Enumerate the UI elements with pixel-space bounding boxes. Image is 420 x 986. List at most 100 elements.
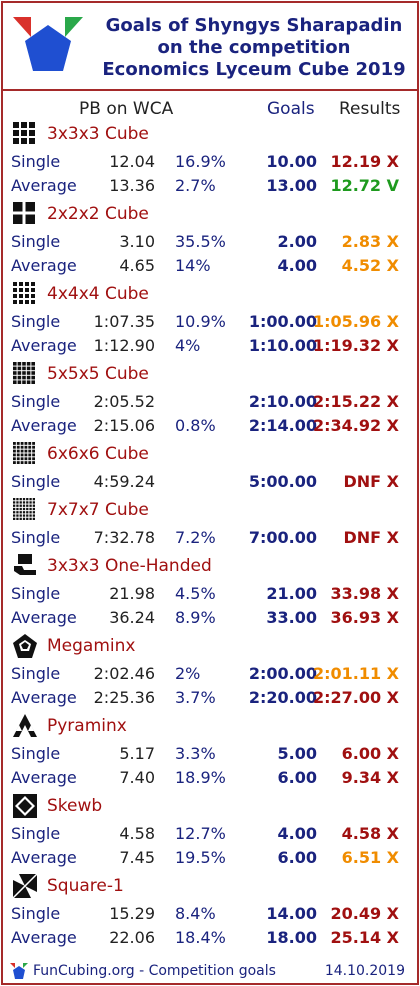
column-header-pb: PB on WCA [79,99,174,119]
pyraminx-icon [12,713,38,739]
result-value: DNF X [343,472,399,491]
result-row: Average 36.24 8.9% 33.00 36.93 X [3,606,417,630]
result-value: 33.98 X [330,584,399,603]
header: Goals of Shyngys Sharapadin on the compe… [3,3,417,91]
goal-value: 21.00 [266,584,317,603]
funcubing-small-logo-icon [10,963,28,979]
improvement-percent: 0.8% [175,416,216,435]
result-value: 12.19 X [330,152,399,171]
row-label: Average [11,768,77,787]
personal-best: 1:12.90 [93,336,155,355]
improvement-percent: 2% [175,664,201,683]
event-name: Pyraminx [47,716,127,736]
improvement-percent: 35.5% [175,232,226,251]
result-value: 4.52 X [341,256,399,275]
improvement-percent: 7.2% [175,528,216,547]
personal-best: 7.40 [119,768,155,787]
personal-best: 1:07.35 [93,312,155,331]
event-header: Skewb [3,793,417,819]
personal-best: 7.45 [119,848,155,867]
result-row: Average 1:12.90 4% 1:10.00 1:19.32 X [3,334,417,358]
row-label: Single [11,392,61,411]
result-value: 2:15.22 X [312,392,399,411]
improvement-percent: 19.5% [175,848,226,867]
row-label: Average [11,688,77,707]
goal-value: 7:00.00 [248,528,317,547]
result-value: DNF X [343,528,399,547]
title-line-1: Goals of Shyngys Sharapadin [105,15,403,36]
result-row: Average 2:15.06 0.8% 2:14.00 2:34.92 X [3,414,417,438]
improvement-percent: 3.3% [175,744,216,763]
result-value: 25.14 X [330,928,399,947]
event-name: 5x5x5 Cube [47,364,149,384]
event-header: 3x3x3 Cube [3,121,417,147]
result-value: 9.34 X [341,768,399,787]
result-row: Average 4.65 14% 4.00 4.52 X [3,254,417,278]
event-header: 6x6x6 Cube [3,441,417,467]
event-name: Megaminx [47,636,136,656]
result-row: Single 5.17 3.3% 5.00 6.00 X [3,742,417,766]
funcubing-logo-icon [13,17,83,71]
event-name: Square-1 [47,876,124,896]
skewb-icon [12,793,38,819]
improvement-percent: 16.9% [175,152,226,171]
row-label: Average [11,256,77,275]
goal-value: 13.00 [266,176,317,195]
event-name: 4x4x4 Cube [47,284,149,304]
page-title: Goals of Shyngys Sharapadin on the compe… [91,15,417,81]
result-row: Average 7.45 19.5% 6.00 6.51 X [3,846,417,870]
event-header: Megaminx [3,633,417,659]
personal-best: 2:15.06 [93,416,155,435]
personal-best: 5.17 [119,744,155,763]
personal-best: 2:02.46 [93,664,155,683]
goal-value: 2:20.00 [248,688,317,707]
event-name: 2x2x2 Cube [47,204,149,224]
event-header: 7x7x7 Cube [3,497,417,523]
personal-best: 15.29 [109,904,155,923]
row-label: Single [11,904,61,923]
cube-4x4-icon [12,281,38,307]
cube-7x7-icon [12,497,38,523]
personal-best: 7:32.78 [93,528,155,547]
personal-best: 4.58 [119,824,155,843]
row-label: Average [11,848,77,867]
event-header: 2x2x2 Cube [3,201,417,227]
goal-value: 1:00.00 [248,312,317,331]
personal-best: 4.65 [119,256,155,275]
result-row: Single 15.29 8.4% 14.00 20.49 X [3,902,417,926]
result-row: Single 1:07.35 10.9% 1:00.00 1:05.96 X [3,310,417,334]
row-label: Single [11,584,61,603]
goal-value: 5:00.00 [248,472,317,491]
row-label: Average [11,336,77,355]
goal-value: 6.00 [277,848,317,867]
result-value: 2:01.11 X [312,664,399,683]
row-label: Average [11,608,77,627]
event-header: 4x4x4 Cube [3,281,417,307]
row-label: Average [11,176,77,195]
cube-3x3-icon [12,121,38,147]
goal-value: 2:00.00 [248,664,317,683]
goal-value: 33.00 [266,608,317,627]
improvement-percent: 18.4% [175,928,226,947]
goal-value: 5.00 [277,744,317,763]
result-row: Single 7:32.78 7.2% 7:00.00 DNF X [3,526,417,550]
improvement-percent: 8.9% [175,608,216,627]
result-row: Single 2:02.46 2% 2:00.00 2:01.11 X [3,662,417,686]
result-value: 4.58 X [341,824,399,843]
personal-best: 22.06 [109,928,155,947]
row-label: Single [11,472,61,491]
event-name: 6x6x6 Cube [47,444,149,464]
improvement-percent: 14% [175,256,211,275]
result-value: 20.49 X [330,904,399,923]
goal-value: 2:10.00 [248,392,317,411]
improvement-percent: 10.9% [175,312,226,331]
row-label: Single [11,312,61,331]
event-name: 7x7x7 Cube [47,500,149,520]
result-row: Single 3.10 35.5% 2.00 2.83 X [3,230,417,254]
event-header: Square-1 [3,873,417,899]
result-value: 6.51 X [341,848,399,867]
megaminx-icon [12,633,38,659]
result-value: 1:19.32 X [312,336,399,355]
goal-value: 18.00 [266,928,317,947]
goal-value: 4.00 [277,824,317,843]
